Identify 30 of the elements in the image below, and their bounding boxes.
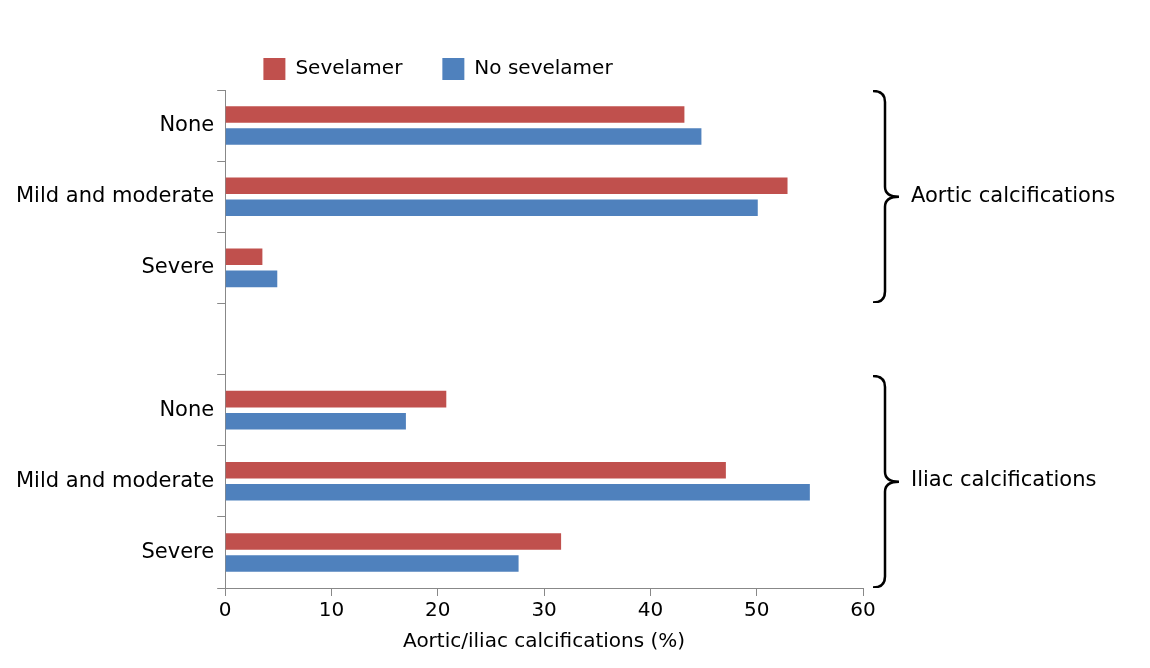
y-tick-label: None	[159, 396, 215, 421]
bar	[225, 555, 519, 572]
bar	[225, 270, 278, 288]
text: Aortic calcifications	[911, 182, 1116, 207]
bar	[225, 484, 810, 501]
legend-label: Sevelamer	[295, 55, 404, 80]
bar	[225, 390, 447, 408]
bar	[225, 199, 758, 217]
y-tick-label: None	[159, 112, 215, 137]
x-tick-label: 20	[425, 597, 451, 622]
x-tick-label: 10	[318, 597, 345, 622]
y-tick-label: Mild and moderate	[16, 183, 215, 208]
bar	[225, 533, 562, 550]
y-tick-label: Severe	[141, 254, 215, 279]
x-tick-label: 60	[850, 597, 876, 622]
y-tick-label: Severe	[141, 538, 215, 563]
x-tick-label: 30	[531, 597, 557, 622]
x-tick-label: 0	[218, 597, 232, 622]
x-tick-label: 40	[637, 597, 664, 622]
bar	[225, 106, 685, 123]
y-tick-label: Mild and moderate	[16, 467, 215, 492]
bar	[225, 412, 406, 430]
text: Iliac calcifications	[911, 467, 1097, 492]
bar	[225, 128, 702, 145]
x-tick-label: 50	[743, 597, 770, 622]
bar	[225, 248, 263, 266]
bar	[225, 177, 788, 194]
legend-label: No sevelamer	[474, 55, 614, 80]
x-axis-title: Aortic/iliac calcifications (%)	[403, 628, 686, 653]
bar	[225, 461, 726, 479]
